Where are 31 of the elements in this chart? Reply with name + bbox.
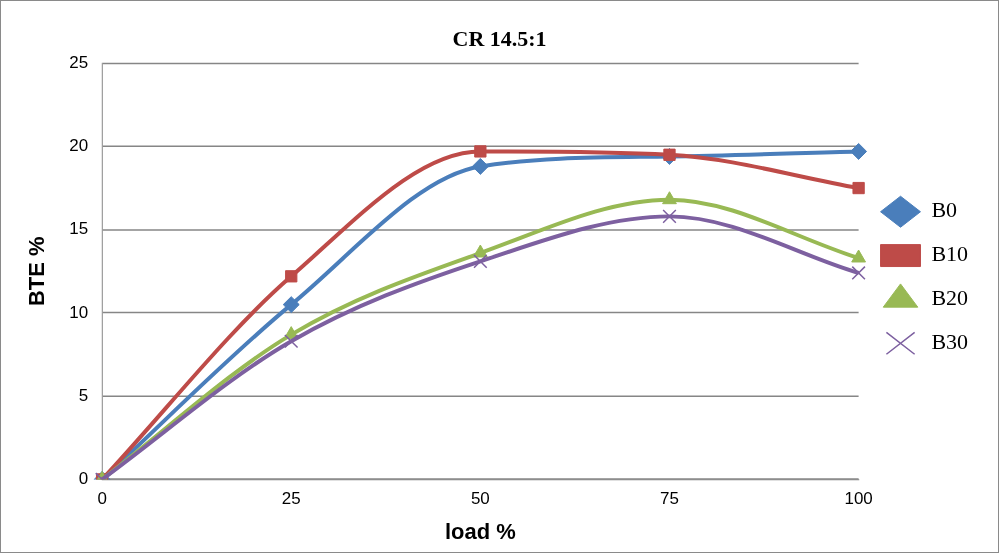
- x-tick-label: 75: [660, 489, 679, 509]
- point: [284, 334, 299, 349]
- y-tick-label: 5: [78, 385, 89, 405]
- y-tick-label: 0: [78, 469, 89, 489]
- y-tick-label: 10: [69, 302, 89, 322]
- point: [474, 145, 487, 158]
- point: [663, 148, 676, 161]
- y-tick-label: 20: [69, 136, 89, 156]
- legend-label: B20: [931, 285, 969, 311]
- chart-title: CR 14.5:1: [452, 25, 547, 51]
- y-tick-label: 25: [69, 52, 89, 72]
- x-tick-label: 25: [281, 489, 301, 509]
- point: [851, 265, 866, 281]
- x-tick-label: 50: [470, 489, 490, 509]
- point: [852, 181, 865, 195]
- point: [473, 254, 488, 269]
- point: [282, 296, 300, 314]
- legend-label: B0: [931, 197, 958, 223]
- x-tick-label: 100: [844, 489, 873, 509]
- y-axis-title: BTE %: [24, 236, 50, 307]
- legend-label: B10: [931, 241, 969, 267]
- point: [471, 157, 489, 175]
- point: [285, 270, 298, 283]
- point: [851, 249, 867, 263]
- point: [662, 191, 677, 205]
- point: [662, 209, 677, 224]
- point: [850, 142, 868, 160]
- x-tick-label: 0: [97, 489, 107, 509]
- legend-label: B30: [931, 329, 969, 355]
- x-axis-title: load %: [445, 518, 516, 544]
- y-tick-label: 15: [69, 219, 89, 239]
